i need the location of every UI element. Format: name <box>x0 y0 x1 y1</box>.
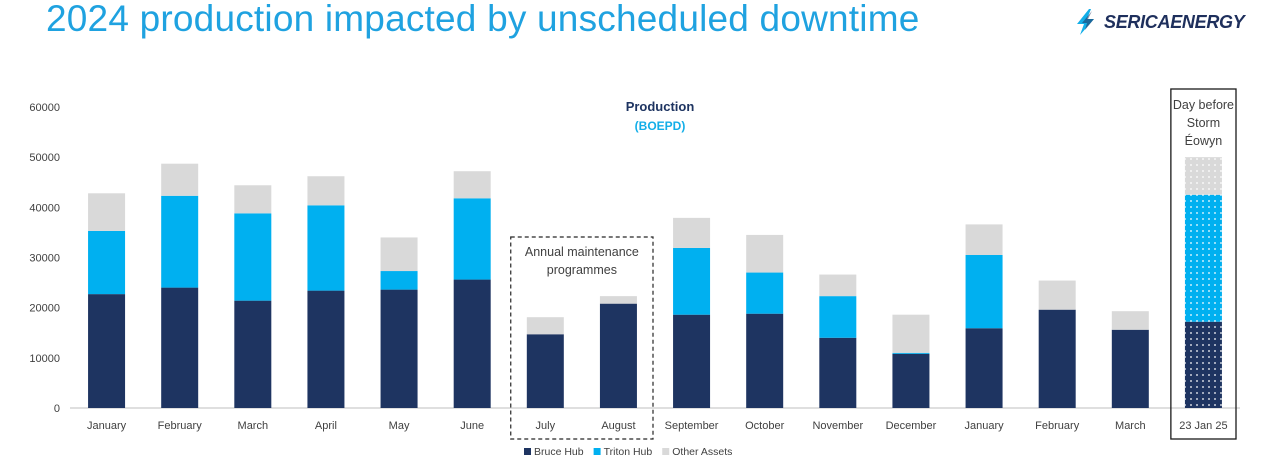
bars <box>88 157 1222 408</box>
bar-bruce-hub <box>88 294 126 408</box>
bar-other-assets <box>746 234 784 273</box>
bar-bruce-hub <box>819 337 857 408</box>
y-tick-label: 40000 <box>29 202 60 214</box>
legend-swatch <box>524 448 531 455</box>
x-tick-label: May <box>389 420 410 432</box>
y-tick-label: 10000 <box>29 353 60 365</box>
bar-dot-pattern <box>1184 321 1222 408</box>
chart-subtitle: (BOEPD) <box>635 119 686 133</box>
bar-bruce-hub <box>161 287 199 408</box>
bar-other-assets <box>673 217 711 248</box>
y-axis: 0 10000 20000 30000 40000 50000 60000 <box>29 102 60 415</box>
bar-triton-hub <box>965 254 1003 329</box>
bar-triton-hub <box>88 230 126 295</box>
bar-other-assets <box>526 317 564 335</box>
x-tick-label: June <box>460 420 484 432</box>
x-tick-label: March <box>238 420 269 432</box>
logo-text: SERICAENERGY <box>1104 11 1245 32</box>
bar-other-assets <box>965 224 1003 255</box>
bar-other-assets <box>1038 280 1076 310</box>
bar-bruce-hub <box>746 313 784 408</box>
x-tick-label: 23 Jan 25 <box>1179 420 1227 432</box>
legend-swatch <box>662 448 670 455</box>
bar-triton-hub <box>161 195 199 288</box>
bar-other-assets <box>380 237 418 272</box>
x-tick-label: August <box>601 420 635 432</box>
bar-triton-hub <box>307 205 345 291</box>
bar-other-assets <box>234 185 272 214</box>
serica-energy-logo: SERICAENERGY <box>1072 6 1245 38</box>
legend-label: Bruce Hub <box>534 446 584 458</box>
bar-bruce-hub <box>599 303 637 408</box>
annotations: Annual maintenance programmes Day before St… <box>510 88 1237 440</box>
legend-swatch <box>593 448 601 455</box>
x-tick-label: July <box>536 420 556 432</box>
bar-other-assets <box>892 314 930 353</box>
bar-other-assets <box>819 274 857 297</box>
bar-other-assets <box>599 296 637 304</box>
x-tick-label: January <box>87 420 127 432</box>
bar-bruce-hub <box>526 334 564 408</box>
chart-title: Production <box>626 99 695 114</box>
y-tick-label: 0 <box>54 403 60 415</box>
bar-other-assets <box>161 163 199 196</box>
bar-dot-pattern <box>1184 194 1222 322</box>
bar-bruce-hub <box>234 300 272 408</box>
bar-bruce-hub <box>1038 309 1076 408</box>
bar-dot-pattern <box>1184 157 1222 195</box>
x-tick-label: March <box>1115 420 1146 432</box>
bar-bruce-hub <box>453 279 491 408</box>
x-tick-label: November <box>812 420 863 432</box>
storm-annotation-text: Éowyn <box>1185 133 1223 148</box>
bar-triton-hub <box>746 272 784 314</box>
bar-bruce-hub <box>380 289 418 408</box>
bar-triton-hub <box>819 296 857 338</box>
x-tick-label: April <box>315 420 337 432</box>
y-tick-label: 30000 <box>29 253 60 265</box>
y-tick-label: 20000 <box>29 303 60 315</box>
bar-bruce-hub <box>307 290 345 408</box>
y-tick-label: 50000 <box>29 152 60 164</box>
bar-bruce-hub <box>1111 329 1149 408</box>
maintenance-box <box>510 236 654 440</box>
maintenance-annotation-text: Annual maintenance <box>525 245 639 259</box>
bar-bruce-hub <box>892 353 930 408</box>
storm-annotation-text: Storm <box>1187 116 1220 130</box>
x-tick-label: January <box>964 420 1004 432</box>
x-tick-label: September <box>665 420 719 432</box>
bar-other-assets <box>88 193 126 231</box>
bar-triton-hub <box>673 247 711 315</box>
bar-triton-hub <box>234 213 272 301</box>
bar-other-assets <box>453 171 491 199</box>
bar-other-assets <box>1111 311 1149 330</box>
storm-annotation-text: Day before <box>1173 98 1234 112</box>
x-tick-label: October <box>745 420 784 432</box>
legend-label: Triton Hub <box>604 446 653 458</box>
y-tick-label: 60000 <box>29 102 60 114</box>
bar-other-assets <box>307 176 345 206</box>
lightning-bolt-icon <box>1077 9 1094 35</box>
bar-triton-hub <box>380 271 418 290</box>
bar-triton-hub <box>892 352 930 354</box>
bar-triton-hub <box>453 198 491 280</box>
legend-label: Other Assets <box>672 446 732 458</box>
legend: Bruce Hub Triton Hub Other Assets <box>524 446 732 458</box>
x-tick-label: February <box>158 420 203 432</box>
x-axis-labels: January February March April May June July Augu… <box>87 420 1228 432</box>
bar-bruce-hub <box>673 314 711 408</box>
page-title: 2024 production impacted by unscheduled … <box>46 0 920 39</box>
x-tick-label: December <box>886 420 937 432</box>
x-tick-label: February <box>1035 420 1080 432</box>
maintenance-annotation-text: programmes <box>547 263 617 277</box>
bar-bruce-hub <box>965 328 1003 408</box>
storm-box <box>1170 88 1237 440</box>
